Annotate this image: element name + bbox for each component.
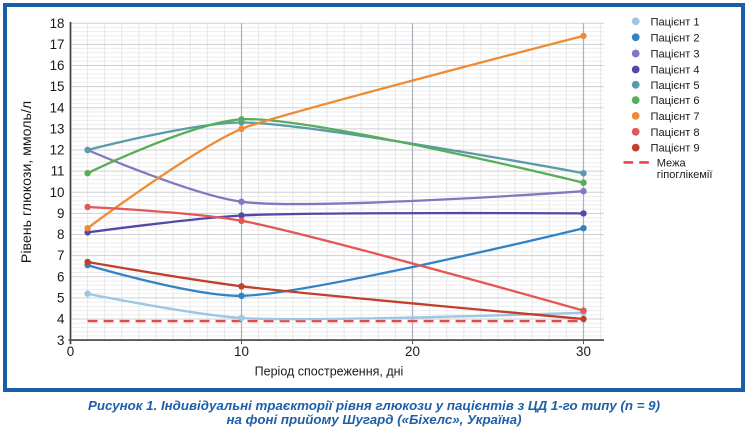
svg-text:0: 0 <box>67 344 74 359</box>
svg-text:7: 7 <box>57 248 64 263</box>
svg-text:Пацієнт 6: Пацієнт 6 <box>651 95 700 107</box>
svg-text:Пацієнт 3: Пацієнт 3 <box>651 49 700 61</box>
svg-text:17: 17 <box>50 37 65 52</box>
svg-text:10: 10 <box>234 344 249 359</box>
svg-text:3: 3 <box>57 333 64 348</box>
svg-text:4: 4 <box>57 312 65 327</box>
svg-text:Пацієнт 1: Пацієнт 1 <box>651 16 700 28</box>
svg-text:20: 20 <box>405 344 420 359</box>
svg-text:10: 10 <box>50 185 65 200</box>
svg-text:Рівень глюкози, ммоль/л: Рівень глюкози, ммоль/л <box>19 101 35 263</box>
svg-text:30: 30 <box>576 344 591 359</box>
svg-text:11: 11 <box>51 164 65 179</box>
svg-text:Пацієнт 2: Пацієнт 2 <box>651 32 700 44</box>
svg-text:Пацієнт 4: Пацієнт 4 <box>651 65 700 77</box>
svg-text:Період спостреження, дні: Період спостреження, дні <box>255 365 404 379</box>
svg-text:6: 6 <box>57 269 64 284</box>
svg-text:Межа: Межа <box>657 157 687 169</box>
svg-text:14: 14 <box>50 100 65 115</box>
svg-text:13: 13 <box>50 121 65 136</box>
svg-text:гіпоглікемії: гіпоглікемії <box>657 169 713 181</box>
svg-text:Пацієнт 9: Пацієнт 9 <box>651 143 700 155</box>
svg-text:9: 9 <box>57 206 64 221</box>
svg-text:8: 8 <box>57 227 64 242</box>
svg-text:Пацієнт 5: Пацієнт 5 <box>651 80 700 92</box>
svg-text:18: 18 <box>50 16 65 31</box>
svg-text:12: 12 <box>50 143 65 158</box>
svg-text:5: 5 <box>57 291 64 306</box>
svg-text:Пацієнт 7: Пацієнт 7 <box>651 111 700 123</box>
svg-text:Пацієнт 8: Пацієнт 8 <box>651 127 700 139</box>
svg-text:15: 15 <box>50 79 65 94</box>
svg-text:16: 16 <box>50 58 65 73</box>
